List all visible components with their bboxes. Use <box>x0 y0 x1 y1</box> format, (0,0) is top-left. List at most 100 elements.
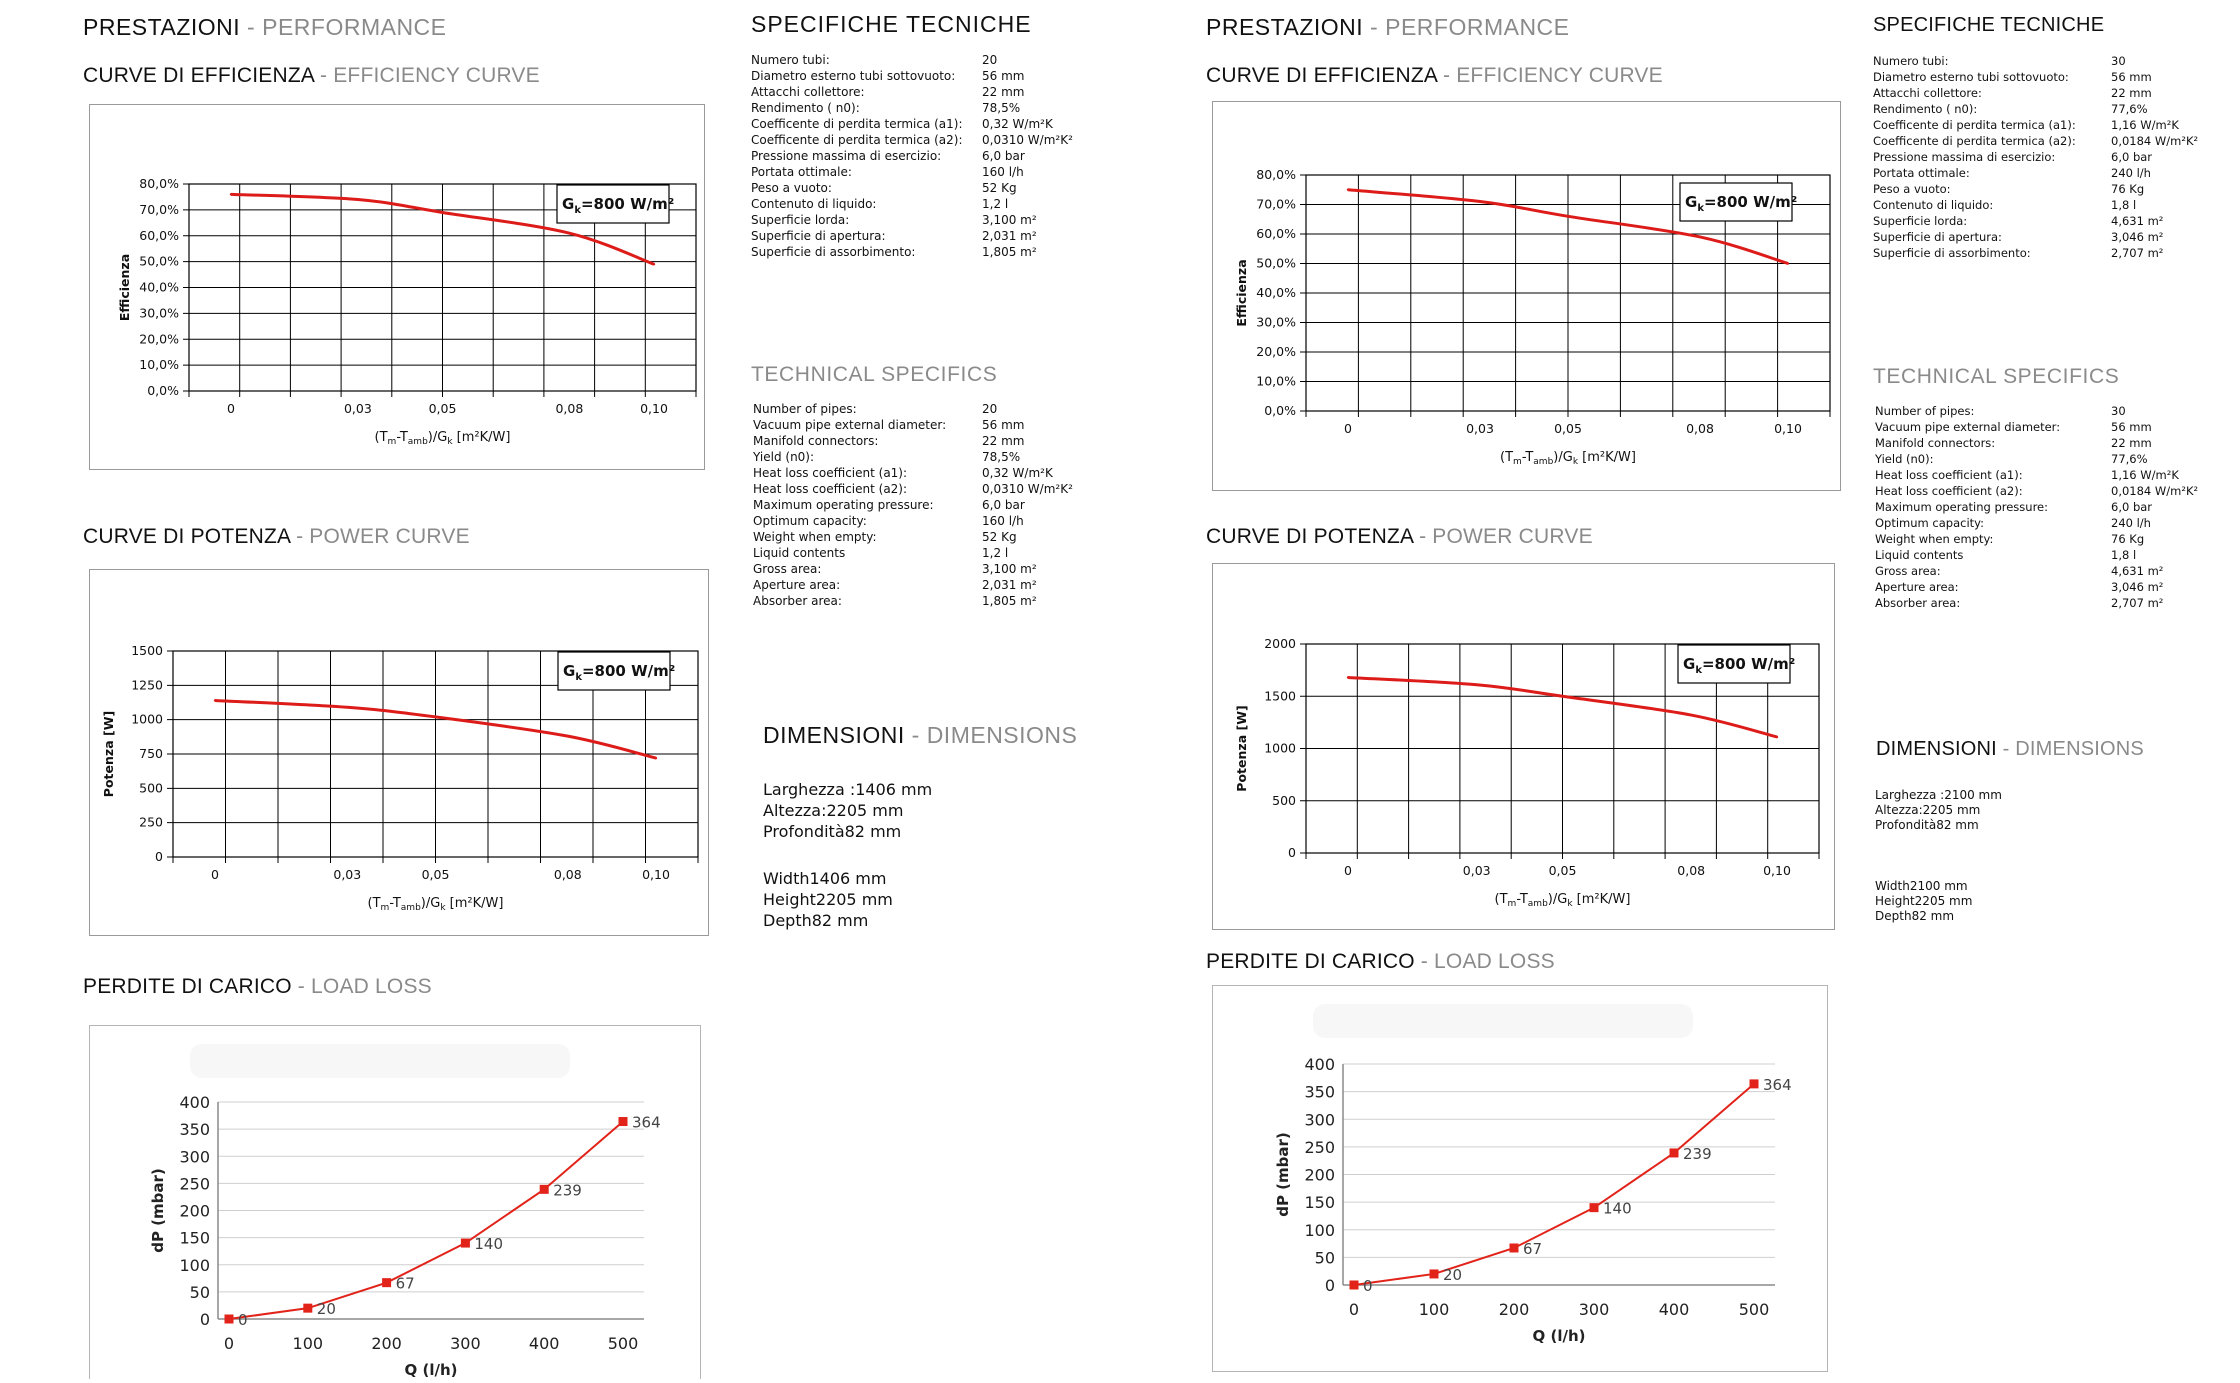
data-point <box>229 193 233 196</box>
spec-row: Yield (n0): 77,6% <box>1875 451 2215 467</box>
y-tick-label: 250 <box>1304 1138 1335 1157</box>
spec-row: Coefficente di perdita termica (a1): 1,16… <box>1873 117 2213 133</box>
spec-value: 22 mm <box>982 85 1025 99</box>
irradiance-annotation-box <box>557 651 671 691</box>
spec-value: 1,8 l <box>2111 548 2137 562</box>
data-line <box>1353 1083 1755 1286</box>
irradiance-annotation-part: =800 W/m² <box>581 195 674 213</box>
data-marker <box>1349 1280 1359 1290</box>
spec-value: 1,16 W/m²K <box>2111 468 2179 482</box>
x-axis-label-part: amb <box>408 437 428 447</box>
spec-label: Coefficente di perdita termica (a1): <box>751 117 963 131</box>
dimension-label: Profondità <box>763 822 845 841</box>
spec-label: Peso a vuoto: <box>751 181 832 195</box>
irradiance-annotation-part: G <box>562 195 574 213</box>
spec-label: Aperture area: <box>753 578 841 592</box>
data-point <box>1775 735 1779 739</box>
spec-value: 77,6% <box>2111 452 2148 466</box>
spec-value: 0,0184 W/m²K² <box>2111 134 2199 148</box>
spec-label: Contenuto di liquido: <box>1873 198 1994 212</box>
x-tick-label: 0,03 <box>344 401 372 416</box>
data-point <box>346 706 349 709</box>
spec-value: 56 mm <box>982 69 1025 83</box>
spec-title-right: SPECIFICHE TECNICHE <box>1873 14 2105 36</box>
x-axis-label-part: -T <box>1522 450 1533 465</box>
spec-row: Maximum operating pressure: 6,0 bar <box>753 497 1083 513</box>
spec-label: Rendimento ( n0): <box>1873 102 1978 116</box>
spec-label: Gross area: <box>1875 564 1941 578</box>
x-tick-label: 400 <box>1659 1300 1690 1319</box>
x-axis-label-part: amb <box>1533 457 1553 467</box>
spec-value: 0,0310 W/m²K² <box>982 133 1073 147</box>
data-point <box>1566 215 1570 218</box>
spec-row: Attacchi collettore: 22 mm <box>1873 85 2213 101</box>
y-tick-label: 70,0% <box>139 202 179 217</box>
spec-value: 0,0184 W/m²K² <box>2111 484 2199 498</box>
y-tick-label: 60,0% <box>139 228 179 243</box>
irradiance-annotation: Gk=800 W/m² <box>1685 193 1797 214</box>
data-point <box>566 734 569 738</box>
spec-label: Pressione massima di esercizio: <box>1873 150 2056 164</box>
spec-value: 6,0 bar <box>982 149 1025 163</box>
x-tick-label: 0 <box>211 867 219 882</box>
y-tick-label: 30,0% <box>139 305 179 320</box>
y-tick-label: 0 <box>1325 1276 1335 1295</box>
dimension-label: Larghezza : <box>763 780 856 799</box>
data-marker <box>224 1314 234 1324</box>
y-tick-label: 400 <box>179 1093 210 1112</box>
spec-row: Superficie di assorbimento: 2,707 m² <box>1873 245 2213 261</box>
dimension-row: Depth82 mm <box>763 910 1003 931</box>
x-axis-label-part: (T <box>375 430 388 445</box>
data-point <box>654 756 658 760</box>
y-tick-label: 20,0% <box>139 331 179 346</box>
spec-label: Number of pipes: <box>753 402 857 416</box>
dimension-value: 2205 mm <box>1922 803 1981 817</box>
efficiency-chart-frame-right: 0,0% 10,0% 20,0% 30,0% 40,0% 50,0% 60,0% 70,0% 8… <box>1212 101 1841 491</box>
spec-value: 52 Kg <box>982 530 1017 544</box>
y-tick-label: 150 <box>1304 1193 1335 1212</box>
y-tick-label: 80,0% <box>1256 167 1296 182</box>
spec-row: Heat loss coefficient (a2): 0,0184 W/m²K² <box>1875 483 2215 499</box>
y-tick-label: 750 <box>139 746 163 761</box>
spec-label: Manifold connectors: <box>753 434 879 448</box>
power-chart-frame-left: 0 250 500 750 1000 1250 1500 0 0,03 0,05 0,08 0,10 P… <box>89 569 709 936</box>
efficiency-chart-right: 0,0% 10,0% 20,0% 30,0% 40,0% 50,0% 60,0% 70,0% 8… <box>1234 167 1831 467</box>
spec-row: Maximum operating pressure: 6,0 bar <box>1875 499 2215 515</box>
y-tick-label: 100 <box>179 1256 210 1275</box>
irradiance-annotation-part: =800 W/m² <box>582 662 675 680</box>
x-tick-label: 100 <box>293 1334 324 1353</box>
y-tick-label: 200 <box>1304 1166 1335 1185</box>
spec-label: Coefficente di perdita termica (a2): <box>1873 134 2076 148</box>
spec-row: Aperture area: 3,046 m² <box>1875 579 2215 595</box>
spec-row: Rendimento ( n0): 78,5% <box>751 100 1081 116</box>
spec-row: Superficie di assorbimento: 1,805 m² <box>751 244 1081 260</box>
x-tick-label: 0,10 <box>642 867 670 882</box>
loadloss-title-left: PERDITE DI CARICO - LOAD LOSS <box>83 975 432 998</box>
spec-row: Optimum capacity: 160 l/h <box>753 513 1083 529</box>
x-tick-label: 0,10 <box>640 401 668 416</box>
spec-label: Maximum operating pressure: <box>1875 500 2048 514</box>
x-axis-label: (Tm-Tamb)/Gk [m²K/W] <box>1500 450 1636 467</box>
spec-label: Liquid contents <box>753 546 846 560</box>
spec-label: Weight when empty: <box>1875 532 1994 546</box>
spec-row: Vacuum pipe external diameter: 56 mm <box>1875 419 2215 435</box>
y-axis-label: Efficienza <box>1234 259 1249 326</box>
spec-row: Optimum capacity: 240 l/h <box>1875 515 2215 531</box>
spec-value: 6,0 bar <box>2111 150 2153 164</box>
data-point <box>434 715 437 719</box>
data-point <box>1690 713 1693 717</box>
spec-row: Peso a vuoto: 76 Kg <box>1873 181 2213 197</box>
x-axis-label-part: )/G <box>421 896 441 911</box>
spec-title-left: SPECIFICHE TECNICHE <box>751 11 1032 37</box>
spec-row: Diametro esterno tubi sottovuoto: 56 mm <box>751 68 1081 84</box>
data-point <box>652 263 656 266</box>
irradiance-annotation: Gk=800 W/m² <box>562 195 674 216</box>
x-tick-label: 200 <box>1499 1300 1530 1319</box>
x-axis-label-part: )/G <box>428 430 448 445</box>
spec-label: Peso a vuoto: <box>1873 182 1951 196</box>
y-tick-label: 50 <box>190 1283 210 1302</box>
spec-row: Heat loss coefficient (a1): 0,32 W/m²K <box>753 465 1083 481</box>
spec-value: 22 mm <box>2111 86 2152 100</box>
